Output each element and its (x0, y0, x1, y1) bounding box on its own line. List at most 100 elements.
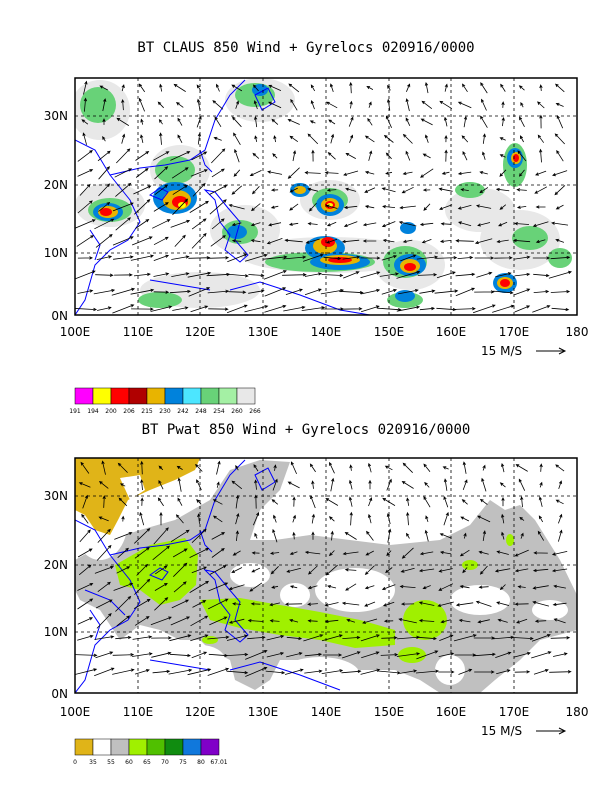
wind-arrow-icon (251, 567, 261, 573)
wind-arrow-icon (399, 205, 416, 210)
wind-arrow-icon (422, 585, 431, 590)
wind-arrow-icon (361, 651, 380, 659)
wind-arrow-icon (114, 168, 133, 178)
colorbar-label: 70 (161, 759, 169, 766)
wind-arrow-icon (462, 479, 468, 491)
wind-arrow-icon (539, 481, 543, 488)
wind-arrow-icon (307, 585, 318, 590)
wind-arrow-icon (328, 119, 336, 125)
wind-arrow-icon (159, 132, 163, 145)
wind-arrow-icon (402, 171, 413, 176)
wind-arrow-icon (265, 670, 286, 675)
wind-arrow-icon (349, 511, 353, 526)
wind-arrow-icon (367, 513, 372, 524)
panel2-vector-reference: 15 M/S (481, 724, 567, 738)
wind-arrow-icon (498, 221, 508, 227)
wind-arrow-icon (439, 634, 454, 641)
wind-arrow-icon (253, 464, 259, 472)
wind-arrow-icon (514, 602, 529, 606)
wind-arrow-icon (102, 98, 107, 112)
wind-arrow-icon (251, 186, 260, 195)
wind-arrow-icon (213, 136, 222, 141)
wind-arrow-icon (235, 530, 239, 541)
wind-arrow-icon (78, 482, 91, 488)
wind-arrow-icon (342, 635, 361, 640)
wind-arrow-icon (77, 598, 94, 610)
wind-arrow-icon (511, 636, 534, 641)
wind-arrow-icon (367, 462, 372, 473)
wind-arrow-icon (519, 116, 525, 127)
wind-arrow-icon (384, 465, 393, 471)
wind-arrow-icon (360, 668, 381, 675)
colorbar-label: 67.01 (210, 759, 227, 766)
wind-arrow-icon (169, 634, 192, 642)
wind-arrow-icon (96, 612, 112, 629)
wind-arrow-icon (208, 582, 229, 592)
wind-arrow-icon (549, 670, 572, 674)
wind-arrow-icon (251, 203, 261, 212)
wind-arrow-icon (518, 478, 526, 491)
wind-arrow-icon (554, 133, 565, 145)
wind-arrow-icon (311, 513, 315, 524)
wind-arrow-icon (460, 188, 469, 192)
wind-arrow-icon (269, 551, 280, 555)
wind-arrow-icon (196, 115, 202, 128)
wind-arrow-icon (172, 306, 189, 311)
wind-arrow-icon (121, 98, 125, 111)
wind-arrow-icon (286, 636, 303, 641)
wind-arrow-icon (172, 548, 188, 558)
wind-arrow-icon (304, 272, 323, 277)
colorbar-label: 35 (89, 759, 97, 766)
wind-arrow-icon (235, 513, 240, 525)
wind-arrow-icon (419, 306, 436, 311)
wind-arrow-icon (538, 515, 544, 523)
wind-arrow-icon (191, 232, 207, 249)
wind-arrow-icon (482, 133, 486, 144)
wind-arrow-icon (187, 271, 212, 278)
wind-arrow-icon (496, 550, 509, 555)
wind-arrow-icon (436, 307, 457, 312)
wind-arrow-icon (228, 204, 245, 210)
wind-arrow-icon (497, 618, 508, 623)
colorbar-swatch (146, 738, 166, 756)
wind-arrow-icon (95, 273, 114, 277)
wind-arrow-icon (499, 169, 507, 177)
colorbar-label: 200 (105, 408, 117, 415)
wind-arrow-icon (552, 170, 568, 177)
wind-arrow-icon (539, 114, 543, 129)
wind-arrow-icon (266, 634, 285, 641)
wind-arrow-icon (402, 239, 413, 243)
wind-arrow-icon (474, 290, 495, 294)
colorbar-swatch (218, 387, 238, 405)
wind-arrow-icon (326, 221, 337, 227)
wind-arrow-icon (254, 115, 258, 128)
wind-arrow-icon (349, 81, 353, 94)
wind-arrow-icon (154, 582, 168, 591)
wind-arrow-icon (113, 255, 134, 260)
wind-arrow-icon (400, 254, 417, 262)
panel1-xtick: 100E (60, 325, 91, 339)
wind-arrow-icon (341, 239, 360, 244)
wind-arrow-icon (533, 289, 550, 294)
wind-arrow-icon (304, 288, 322, 296)
wind-arrow-icon (421, 239, 432, 244)
wind-arrow-icon (131, 236, 153, 246)
wind-arrow-icon (131, 307, 154, 311)
wind-arrow-icon (396, 270, 421, 279)
wind-arrow-icon (209, 199, 227, 215)
wind-arrow-icon (499, 137, 506, 141)
wind-arrow-icon (228, 584, 245, 591)
wind-arrow-icon (477, 222, 491, 227)
wind-arrow-icon (121, 84, 125, 92)
wind-arrow-icon (214, 116, 222, 128)
wind-arrow-icon (170, 219, 191, 228)
wind-arrow-icon (80, 461, 90, 474)
wind-arrow-icon (442, 466, 449, 470)
wind-arrow-icon (208, 598, 229, 610)
wind-arrow-icon (360, 271, 381, 279)
wind-arrow-icon (96, 255, 113, 260)
wind-arrow-icon (112, 304, 135, 314)
wind-arrow-icon (235, 100, 239, 109)
wind-arrow-icon (264, 287, 287, 297)
wind-arrow-icon (330, 477, 335, 492)
